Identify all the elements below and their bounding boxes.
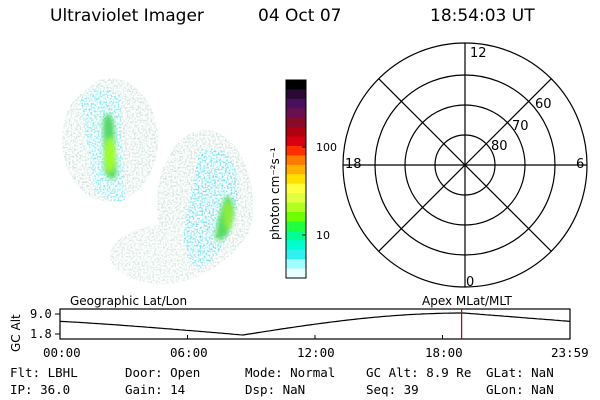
strip-ylabel: GC Alt xyxy=(9,314,23,352)
instrument-title: Ultraviolet Imager xyxy=(50,6,204,26)
door-status: Door: Open xyxy=(125,365,201,380)
strip-xtick-2359: 23:59 xyxy=(551,345,589,360)
polar-ring-label-80: 80 xyxy=(491,139,508,154)
colorbar-segment xyxy=(286,98,306,109)
colorbar-segment xyxy=(286,240,306,251)
colorbar-segment xyxy=(286,146,306,156)
strip-xtick-1200: 12:00 xyxy=(297,345,335,360)
polar-label-left: 18 xyxy=(345,157,362,172)
time-label: 18:54:03 UT xyxy=(430,6,535,26)
colorbar-segment xyxy=(286,202,306,213)
colorbar-segment xyxy=(286,155,306,166)
altitude-curve xyxy=(59,312,571,336)
colorbar-segment xyxy=(286,127,306,138)
polar-label-top: 12 xyxy=(470,46,487,61)
colorbar-segment xyxy=(286,193,306,204)
strip-left-title: Geographic Lat/Lon xyxy=(70,294,188,308)
strip-right-title: Apex MLat/MLT xyxy=(422,294,512,308)
colorbar-segment xyxy=(286,164,306,175)
mode-status: Mode: Normal xyxy=(245,365,336,380)
gain-status: Gain: 14 xyxy=(125,382,186,397)
colorbar-unit-label: photon cm⁻²s⁻¹ xyxy=(268,147,282,240)
altitude-strip-chart xyxy=(55,308,571,340)
colorbar-segment xyxy=(286,108,306,119)
strip-ytick-9: 9.0 xyxy=(30,307,52,321)
polar-grid xyxy=(342,42,588,288)
colorbar-segment xyxy=(286,117,306,128)
colorbar-segment xyxy=(286,136,306,147)
colorbar-segment xyxy=(286,183,306,194)
polar-label-right: 6 xyxy=(576,157,585,172)
strip-xtick-0000: 00:00 xyxy=(43,345,81,360)
colorbar-segment xyxy=(286,221,306,232)
polar-label-bottom: 0 xyxy=(466,275,475,290)
colorbar-segment xyxy=(286,230,306,241)
glon-status: GLon: NaN xyxy=(486,382,554,397)
polar-ring-label-60: 60 xyxy=(535,97,552,112)
auroral-image xyxy=(62,78,253,285)
strip-xtick-0600: 06:00 xyxy=(170,345,208,360)
ip-status: IP: 36.0 xyxy=(10,382,71,397)
date-label: 04 Oct 07 xyxy=(258,6,342,26)
strip-xtick-1800: 18:00 xyxy=(425,345,463,360)
colorbar-segment xyxy=(286,268,306,279)
seq-status: Seq: 39 xyxy=(366,382,419,397)
colorbar-segment xyxy=(286,174,306,185)
colorbar xyxy=(285,79,307,279)
colorbar-segment xyxy=(286,80,306,90)
colorbar-segment xyxy=(286,259,306,270)
polar-ring-label-70: 70 xyxy=(512,119,529,134)
colorbar-tick-10: 10 xyxy=(316,229,330,242)
colorbar-segment xyxy=(286,89,306,100)
colorbar-tick-100: 100 xyxy=(316,141,337,154)
gc-alt-status: GC Alt: 8.9 Re xyxy=(366,365,472,380)
glat-status: GLat: NaN xyxy=(486,365,554,380)
filter-status: Flt: LBHL xyxy=(10,365,78,380)
colorbar-frame xyxy=(285,79,307,279)
dsp-status: Dsp: NaN xyxy=(245,382,306,397)
colorbar-segment xyxy=(286,249,306,260)
strip-ytick-1-8: 1.8 xyxy=(30,327,52,341)
colorbar-segment xyxy=(286,212,306,222)
